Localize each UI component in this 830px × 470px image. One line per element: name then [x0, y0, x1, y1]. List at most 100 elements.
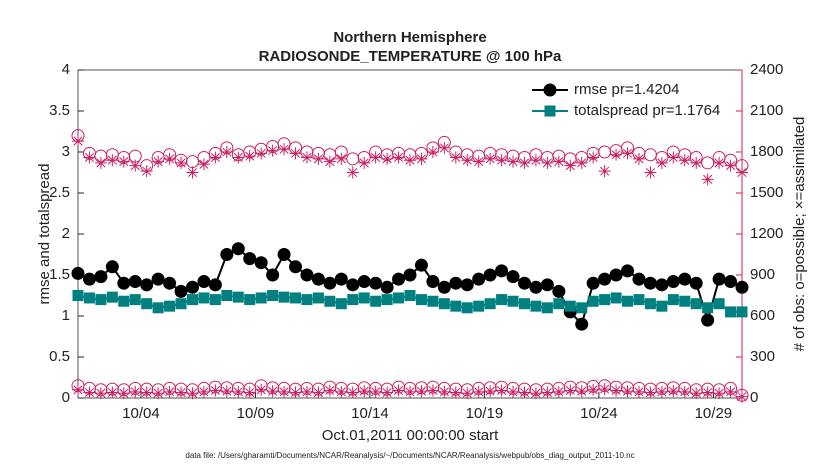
marker	[437, 280, 451, 294]
marker	[460, 278, 474, 292]
marker	[72, 383, 84, 396]
legend-marker	[544, 105, 556, 117]
y-tick-label: 2	[62, 225, 70, 242]
marker	[83, 292, 95, 304]
marker	[335, 385, 348, 398]
marker	[393, 292, 405, 304]
marker	[152, 302, 164, 314]
y-tick-label: 0	[62, 389, 70, 406]
marker	[610, 148, 623, 161]
y-tick-label: 1	[62, 307, 70, 324]
marker	[461, 387, 474, 400]
marker	[644, 386, 657, 399]
marker	[185, 280, 199, 294]
marker	[186, 166, 199, 179]
marker	[472, 155, 485, 168]
marker	[369, 276, 383, 290]
marker	[472, 385, 485, 398]
marker	[632, 272, 646, 286]
marker	[598, 272, 612, 286]
marker	[324, 295, 336, 307]
x-tick-label: 10/14	[351, 405, 389, 422]
marker	[231, 242, 245, 256]
marker	[95, 294, 107, 306]
marker	[358, 385, 371, 398]
marker	[392, 384, 405, 397]
marker	[185, 155, 199, 169]
x-axis-label: Oct.01,2011 00:00:00 start	[322, 427, 499, 444]
y2-tick-label: 1200	[750, 225, 783, 242]
marker	[564, 300, 576, 312]
marker	[255, 147, 268, 160]
marker	[587, 151, 600, 164]
marker	[598, 383, 611, 396]
marker	[186, 294, 198, 306]
y-tick-label: 3	[62, 143, 70, 160]
marker	[289, 147, 302, 160]
y2-axis-label: # of obs: o=possible; ×=assimilated	[791, 117, 808, 352]
marker	[438, 298, 450, 310]
marker	[118, 295, 130, 307]
marker	[83, 386, 96, 399]
marker	[449, 386, 462, 399]
marker	[312, 152, 325, 165]
marker	[701, 386, 714, 399]
marker	[552, 284, 566, 298]
marker	[151, 272, 165, 286]
marker	[679, 295, 691, 307]
x-tick-label: 10/29	[695, 405, 733, 422]
marker	[346, 152, 360, 166]
marker	[106, 154, 119, 167]
marker	[529, 280, 543, 294]
marker	[449, 276, 463, 290]
marker	[655, 385, 668, 398]
marker	[94, 387, 107, 400]
marker	[736, 390, 748, 403]
marker	[667, 385, 680, 398]
marker	[140, 165, 153, 178]
marker	[438, 141, 451, 154]
x-tick-label: 10/09	[237, 405, 275, 422]
marker	[197, 158, 210, 171]
legend-marker	[543, 83, 557, 97]
marker	[312, 292, 324, 304]
marker	[690, 387, 703, 400]
marker	[117, 155, 130, 168]
marker	[621, 385, 634, 398]
marker	[72, 290, 84, 301]
marker	[724, 159, 737, 172]
marker	[198, 292, 210, 304]
marker	[392, 151, 405, 164]
marker	[277, 248, 291, 261]
marker	[209, 384, 222, 397]
marker	[507, 385, 520, 398]
marker	[495, 154, 508, 167]
marker	[335, 152, 348, 165]
marker	[712, 272, 726, 286]
marker	[643, 276, 657, 290]
marker	[129, 385, 142, 398]
marker	[621, 147, 634, 160]
marker	[598, 145, 612, 159]
marker	[369, 151, 382, 164]
marker	[689, 276, 703, 290]
marker	[175, 386, 188, 399]
y2-tick-label: 1500	[750, 184, 783, 201]
marker	[507, 295, 519, 307]
marker	[197, 275, 211, 289]
marker	[220, 385, 233, 398]
marker	[644, 166, 657, 179]
marker	[587, 383, 600, 396]
marker	[529, 387, 542, 400]
marker	[518, 298, 530, 310]
marker	[449, 151, 462, 164]
marker	[232, 385, 245, 398]
marker	[438, 385, 451, 398]
marker	[117, 387, 130, 400]
marker	[197, 385, 210, 398]
marker	[724, 385, 737, 398]
marker	[678, 272, 692, 286]
marker	[575, 156, 588, 169]
marker	[609, 268, 623, 282]
marker	[690, 156, 703, 169]
